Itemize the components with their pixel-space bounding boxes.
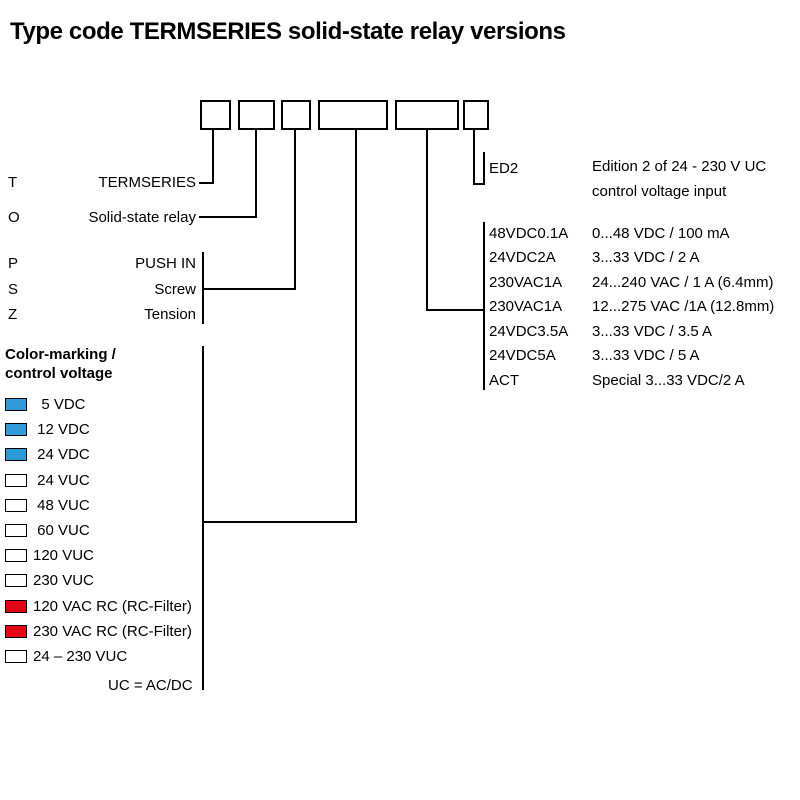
color-swatch (5, 650, 27, 663)
connector-line (199, 216, 257, 218)
connector-line (426, 309, 485, 311)
rating-code: 24VDC3.5A (489, 323, 569, 340)
field-code: S (8, 281, 19, 298)
edition-description-line1: Edition 2 of 24 - 230 V UC (592, 158, 767, 175)
edition-code: ED2 (489, 160, 519, 177)
code-box-edition (463, 100, 489, 130)
code-box-relay-type (238, 100, 275, 130)
field-code: Z (8, 306, 18, 323)
color-swatch (5, 600, 27, 613)
color-label: 5 VDC (33, 396, 86, 413)
field-label: TERMSERIES (98, 174, 196, 191)
connector-line (202, 252, 204, 324)
rating-description: 3...33 VDC / 3.5 A (592, 323, 713, 340)
color-label: 120 VUC (33, 547, 94, 564)
code-box-control-voltage (318, 100, 388, 130)
connector-line (483, 222, 485, 390)
rating-description: 24...240 VAC / 1 A (6.4mm) (592, 274, 774, 291)
rating-code: ACT (489, 372, 519, 389)
connector-line (473, 183, 485, 185)
connector-line (202, 521, 357, 523)
rating-code: 230VAC1A (489, 298, 563, 315)
color-label: 60 VUC (33, 522, 90, 539)
color-swatch (5, 524, 27, 537)
field-label: Solid-state relay (88, 209, 196, 226)
rating-description: 3...33 VDC / 5 A (592, 347, 700, 364)
connector-line (255, 130, 257, 218)
color-swatch (5, 625, 27, 638)
connector-line (355, 130, 357, 523)
connector-line (212, 130, 214, 184)
field-label: Tension (144, 306, 196, 323)
color-label: 230 VAC RC (RC-Filter) (33, 623, 192, 640)
rating-description: Special 3...33 VDC/2 A (592, 372, 745, 389)
field-code: T (8, 174, 18, 191)
rating-code: 24VDC5A (489, 347, 556, 364)
color-label: 24 VUC (33, 472, 90, 489)
color-section-heading-line1: Color-marking / (5, 346, 116, 363)
color-swatch (5, 448, 27, 461)
color-section-heading-line2: control voltage (5, 365, 113, 382)
connector-line (202, 288, 296, 290)
rating-description: 3...33 VDC / 2 A (592, 249, 700, 266)
color-swatch (5, 398, 27, 411)
color-label: 12 VDC (33, 421, 90, 438)
color-swatch (5, 474, 27, 487)
color-swatch (5, 574, 27, 587)
field-label: PUSH IN (135, 255, 196, 272)
field-code: P (8, 255, 19, 272)
connector-line (199, 182, 214, 184)
color-label: 24 – 230 VUC (33, 648, 128, 665)
field-code: O (8, 209, 20, 226)
code-box-series (200, 100, 231, 130)
connector-line (473, 130, 475, 185)
color-label: 48 VUC (33, 497, 90, 514)
rating-description: 0...48 VDC / 100 mA (592, 225, 730, 242)
rating-code: 48VDC0.1A (489, 225, 569, 242)
rating-code: 24VDC2A (489, 249, 556, 266)
rating-description: 12...275 VAC /1A (12.8mm) (592, 298, 775, 315)
page-title: Type code TERMSERIES solid-state relay v… (10, 18, 566, 45)
color-swatch (5, 423, 27, 436)
code-box-connection (281, 100, 311, 130)
field-label: Screw (154, 281, 196, 298)
color-label: 24 VDC (33, 446, 90, 463)
code-box-output-rating (395, 100, 459, 130)
uc-footnote: UC = AC/DC (108, 677, 193, 694)
connector-line (426, 130, 428, 311)
color-label: 120 VAC RC (RC-Filter) (33, 598, 192, 615)
color-label: 230 VUC (33, 572, 94, 589)
connector-line (483, 152, 485, 185)
color-swatch (5, 549, 27, 562)
color-swatch (5, 499, 27, 512)
edition-description-line2: control voltage input (592, 183, 727, 200)
connector-line (294, 130, 296, 290)
rating-code: 230VAC1A (489, 274, 563, 291)
connector-line (202, 346, 204, 690)
